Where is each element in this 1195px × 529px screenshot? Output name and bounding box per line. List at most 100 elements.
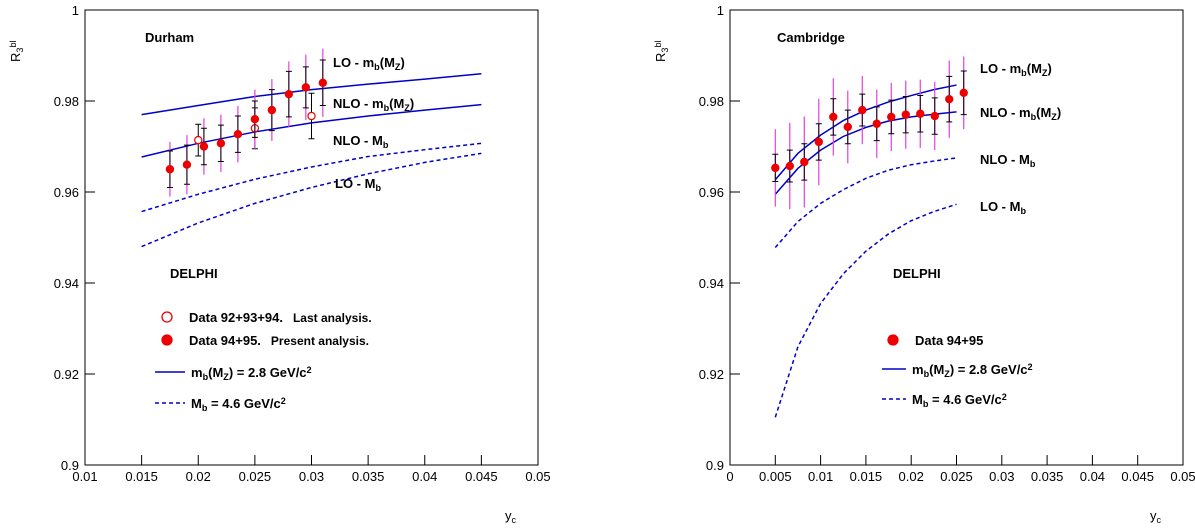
curve-label: LO - mb(MZ) (980, 61, 1052, 78)
y-axis-label: R3bl (653, 40, 670, 62)
data-point (843, 122, 852, 132)
superscript: 2 (281, 396, 286, 406)
text-part: NLO - m (980, 105, 1031, 120)
data-point (301, 83, 311, 92)
legend-note: Present analysis. (271, 334, 369, 348)
curve (774, 157, 957, 249)
curve-label: LO - Mb (335, 176, 381, 193)
subscript: Z (1051, 112, 1057, 122)
y-tick-label: 0.98 (699, 94, 724, 109)
text-part: y (1150, 508, 1157, 523)
curve-label: NLO - Mb (333, 133, 389, 150)
x-tick-label: 0.04 (1080, 469, 1105, 484)
text-part: m (191, 365, 203, 380)
plot-frame (84, 9, 539, 466)
data-point (284, 89, 294, 99)
subscript: b (375, 183, 381, 193)
data-point (945, 94, 954, 104)
x-tick-label: 0.03 (989, 469, 1014, 484)
subscript: b (203, 372, 209, 382)
subscript: b (1030, 159, 1036, 169)
subscript: b (384, 103, 390, 113)
text-part: ) = 2.8 GeV/c (229, 365, 307, 380)
text-part: (M (380, 55, 395, 70)
x-tick-label: 0.01 (808, 469, 833, 484)
curve (774, 203, 957, 418)
legend-marker (887, 334, 899, 346)
x-tick-label: 0.01 (72, 469, 97, 484)
legend-name: Data 92+93+94. (189, 310, 283, 325)
data-point (829, 112, 838, 122)
experiment-label: DELPHI (170, 266, 218, 281)
superscript: 2 (1002, 392, 1007, 402)
data-point (771, 163, 780, 173)
legend-entry: Data 94+95 (915, 333, 983, 348)
data-point (916, 109, 925, 118)
legend-entry: Mb = 4.6 GeV/c2 (191, 396, 286, 413)
x-tick-label: 0.035 (1031, 469, 1064, 484)
legend-entry: mb(MZ) = 2.8 GeV/c2 (191, 365, 312, 382)
text-part: = 4.6 GeV/c (207, 396, 280, 411)
subscript: b (374, 62, 380, 72)
subscript: b (1020, 206, 1026, 216)
text-part: LO - m (333, 55, 374, 70)
x-tick-label: 0.02 (186, 469, 211, 484)
x-tick-label: 0.04 (412, 469, 437, 484)
x-tick-label: 0 (726, 469, 733, 484)
subscript: Z (1042, 68, 1048, 78)
text-part: ) = 2.8 GeV/c (950, 362, 1028, 377)
x-tick-label: 0.035 (352, 469, 385, 484)
curve (774, 111, 957, 195)
text-part: = 4.6 GeV/c (928, 392, 1001, 407)
panel-title: Cambridge (777, 30, 845, 45)
text-part: ) (410, 96, 414, 111)
panel: 0.01 0.015 0.02 0.025 0.03 0.035 0.04 0.045 0.05… (8, 3, 551, 525)
y-tick-label: 0.94 (699, 276, 724, 291)
curve (141, 72, 482, 116)
text-part: m (912, 362, 924, 377)
subscript: Z (395, 62, 401, 72)
data-point (307, 111, 316, 121)
x-tick-label: 0.015 (850, 469, 883, 484)
subscript: 3 (15, 48, 25, 53)
legend-note: Last analysis. (293, 311, 372, 325)
x-axis-label: yc (505, 508, 517, 525)
text-part: LO - M (980, 199, 1020, 214)
y-tick-label: 0.98 (54, 94, 79, 109)
subscript: b (1031, 112, 1037, 122)
text-part: LO - m (980, 61, 1021, 76)
subscript: 3 (660, 48, 670, 53)
x-tick-label: 0.025 (940, 469, 973, 484)
legend-name: Data 94+95 (915, 333, 983, 348)
y-tick-label: 0.96 (699, 185, 724, 200)
x-tick-label: 0.005 (759, 469, 792, 484)
data-point (318, 78, 328, 88)
curve (141, 152, 482, 248)
superscript: 2 (1028, 362, 1033, 372)
y-tick-label: 0.9 (706, 458, 724, 473)
y-tick-label: 0.92 (699, 367, 724, 382)
data-point (267, 105, 277, 115)
text-part: (M (389, 96, 404, 111)
curve-label: NLO - mb(MZ) (980, 105, 1061, 122)
text-part: (M (929, 362, 944, 377)
text-part: (M (1027, 61, 1042, 76)
superscript: bl (8, 40, 18, 47)
x-tick-label: 0.045 (1121, 469, 1154, 484)
data-point (800, 157, 809, 167)
data-point (216, 139, 226, 148)
text-part: NLO - M (333, 133, 383, 148)
x-tick-label: 0.03 (299, 469, 324, 484)
y-tick-label: 0.9 (61, 458, 79, 473)
curve (141, 142, 482, 213)
data-point (194, 135, 203, 145)
x-tick-label: 0.045 (465, 469, 498, 484)
y-axis-label: R3bl (8, 40, 25, 62)
y-tick-label: 0.96 (54, 185, 79, 200)
text-part: (M (1036, 105, 1051, 120)
y-tick-label: 0.92 (54, 367, 79, 382)
text-part: NLO - m (333, 96, 384, 111)
x-tick-label: 0.015 (125, 469, 158, 484)
subscript: b (383, 140, 389, 150)
